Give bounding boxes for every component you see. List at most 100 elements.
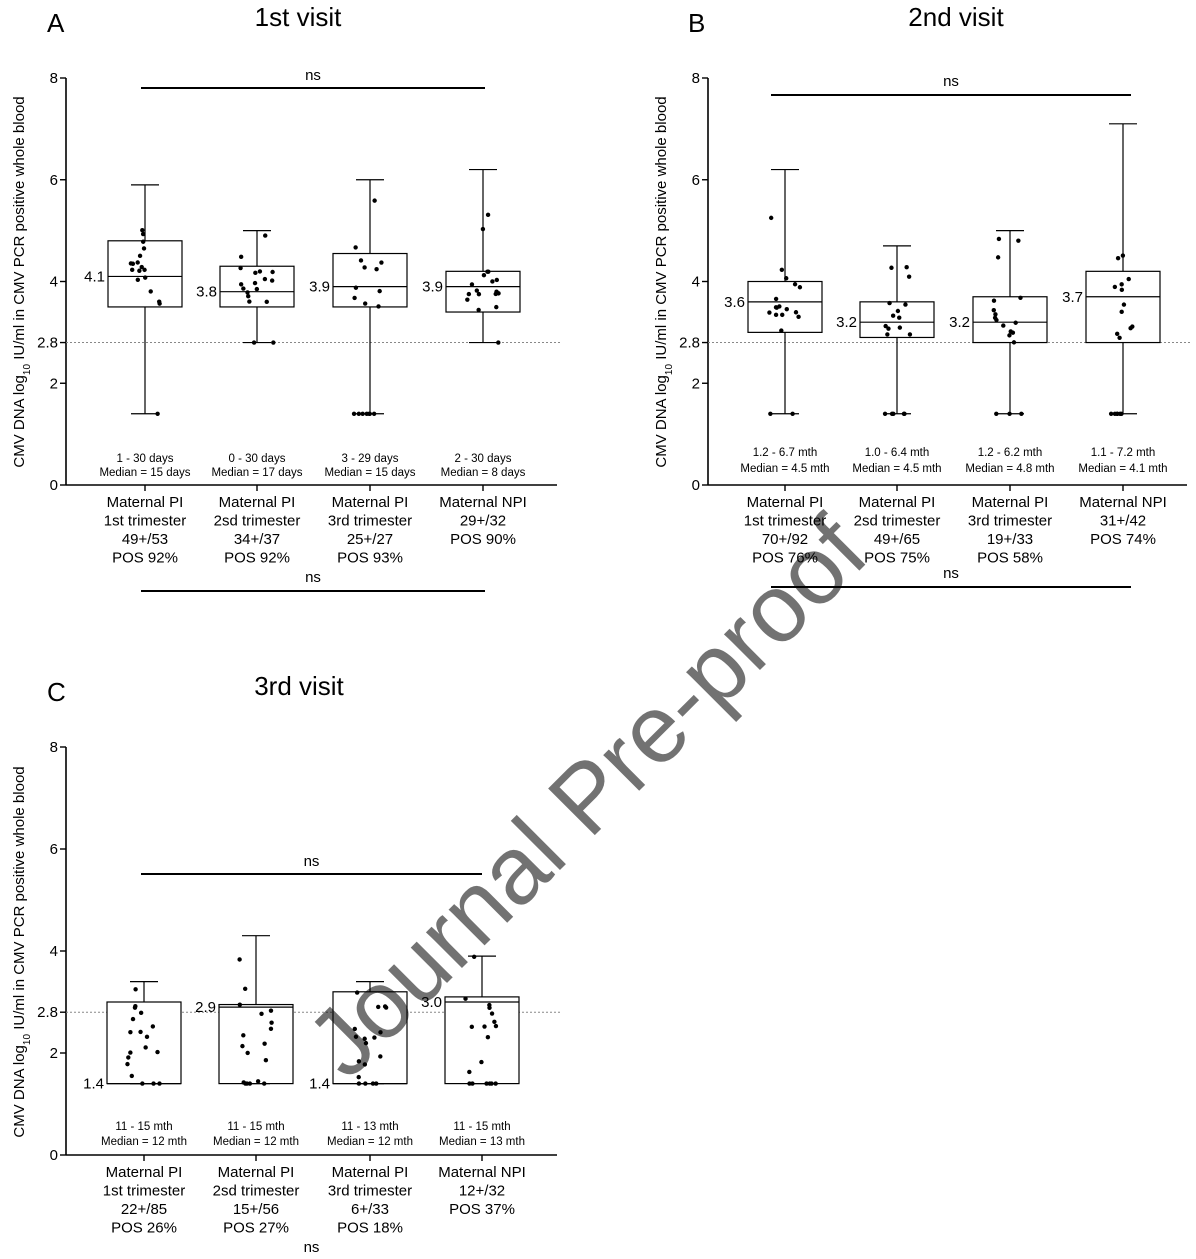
y-tick-label: 2 [50, 1045, 58, 1062]
data-point [252, 280, 258, 286]
y-tick-label: 0 [50, 1147, 58, 1164]
box-group: 3.0 11 - 15 mth Median = 13 mth Maternal NP… [421, 954, 526, 1218]
data-point [489, 1011, 495, 1016]
data-point [126, 1055, 131, 1060]
data-point [889, 265, 894, 270]
data-point [1114, 331, 1120, 337]
data-point [903, 302, 908, 307]
data-point [476, 291, 482, 297]
y-axis-label-part: IU/ml in CMV PCR positive whole blood [11, 766, 28, 1034]
y-tick-label: 4 [692, 274, 700, 291]
median-time-label: Median = 8 days [441, 467, 526, 479]
data-point [371, 411, 377, 416]
data-point [767, 310, 772, 315]
box-group: 1.4 11 - 13 mth Median = 12 mth Maternal PI… [309, 980, 413, 1237]
median-label: 1.4 [83, 1076, 104, 1093]
data-point [995, 255, 1001, 260]
data-point [378, 1030, 383, 1035]
data-point [245, 1050, 250, 1056]
data-point [994, 317, 999, 323]
data-point [156, 299, 162, 304]
data-point [238, 282, 244, 287]
panel-title: 2nd visit [908, 2, 1004, 32]
data-point [370, 1081, 376, 1086]
data-point [130, 261, 136, 266]
data-point [262, 1041, 267, 1046]
category-label: POS 37% [449, 1201, 515, 1218]
data-point [238, 254, 244, 260]
data-point [352, 295, 357, 301]
data-point [238, 265, 243, 271]
panel-a: A 1st visit CMV DNA log10 IU/ml in CMV PCR… [11, 2, 561, 592]
y-axis-label-part: IU/ml in CMV PCR positive whole blood [653, 96, 670, 364]
data-point [897, 325, 903, 330]
category-label: 1st trimester [104, 513, 187, 530]
data-point [796, 314, 801, 320]
y-axis-label-sub: 10 [22, 364, 33, 376]
data-point [148, 289, 153, 294]
data-point [897, 315, 902, 320]
box [218, 1003, 294, 1085]
median-time-label: Median = 12 mth [327, 1136, 413, 1148]
category-label: 70+/92 [762, 531, 808, 548]
data-point [1013, 320, 1018, 325]
data-point [129, 267, 135, 273]
time-range-label: 1.1 - 7.2 mth [1091, 447, 1156, 459]
data-point [382, 1004, 388, 1009]
category-label: POS 90% [450, 531, 516, 548]
category-label: POS 93% [337, 550, 403, 567]
data-point [486, 269, 491, 274]
data-point [128, 1050, 133, 1055]
data-point [374, 266, 379, 272]
time-range-label: 1.2 - 6.2 mth [978, 447, 1043, 459]
data-point [1117, 335, 1122, 341]
y-axis-label: CMV DNA log10 IU/ml in CMV PCR positive … [11, 766, 33, 1137]
data-point [352, 1026, 357, 1032]
data-point [263, 1058, 269, 1063]
data-point [485, 1034, 491, 1040]
box-group: 2.9 11 - 15 mth Median = 12 mth Maternal PI… [195, 935, 299, 1237]
y-tick-label: 4 [50, 274, 58, 291]
data-point [144, 1034, 150, 1040]
data-point [374, 1081, 379, 1086]
category-label: 3rd trimester [328, 1183, 412, 1200]
data-point [1120, 253, 1126, 258]
data-point [245, 290, 250, 295]
data-point [882, 411, 888, 416]
data-point [137, 253, 143, 259]
category-label: 49+/65 [874, 531, 920, 548]
box-group: 3.2 1.2 - 6.2 mth Median = 4.8 mth Maternal… [949, 230, 1055, 567]
data-point [890, 313, 896, 318]
category-label: POS 26% [111, 1220, 177, 1237]
category-label: POS 18% [337, 1220, 403, 1237]
y-axis-label: CMV DNA log10 IU/ml in CMV PCR positive … [653, 96, 675, 467]
median-label: 4.1 [84, 268, 105, 285]
data-point [362, 301, 368, 306]
category-label: Maternal PI [106, 1164, 183, 1181]
y-axis-label-part: CMV DNA log [11, 375, 28, 468]
category-label: 2sd trimester [854, 513, 941, 530]
category-label: POS 27% [223, 1220, 289, 1237]
panel-label: A [47, 8, 65, 38]
data-point [241, 1080, 246, 1085]
time-range-label: 3 - 29 days [342, 453, 399, 465]
median-time-label: Median = 15 days [324, 467, 415, 479]
data-point [362, 1062, 368, 1067]
data-point [139, 264, 144, 270]
data-point [907, 332, 913, 337]
median-label: 3.2 [836, 314, 857, 331]
median-time-label: Median = 4.8 mth [965, 463, 1054, 475]
data-point [1001, 323, 1006, 328]
time-range-label: 2 - 30 days [455, 453, 512, 465]
category-label: 6+/33 [351, 1201, 389, 1218]
data-point [353, 245, 358, 250]
data-point [353, 285, 359, 290]
panel-b: B 2nd visit CMV DNA log10 IU/ml in CMV PCR… [653, 2, 1191, 588]
data-point [773, 312, 779, 318]
data-point [465, 297, 470, 302]
median-label: 3.2 [949, 314, 970, 331]
category-label: 22+/85 [121, 1201, 167, 1218]
data-point [482, 1024, 487, 1029]
data-point [784, 276, 789, 281]
data-point [768, 411, 773, 416]
